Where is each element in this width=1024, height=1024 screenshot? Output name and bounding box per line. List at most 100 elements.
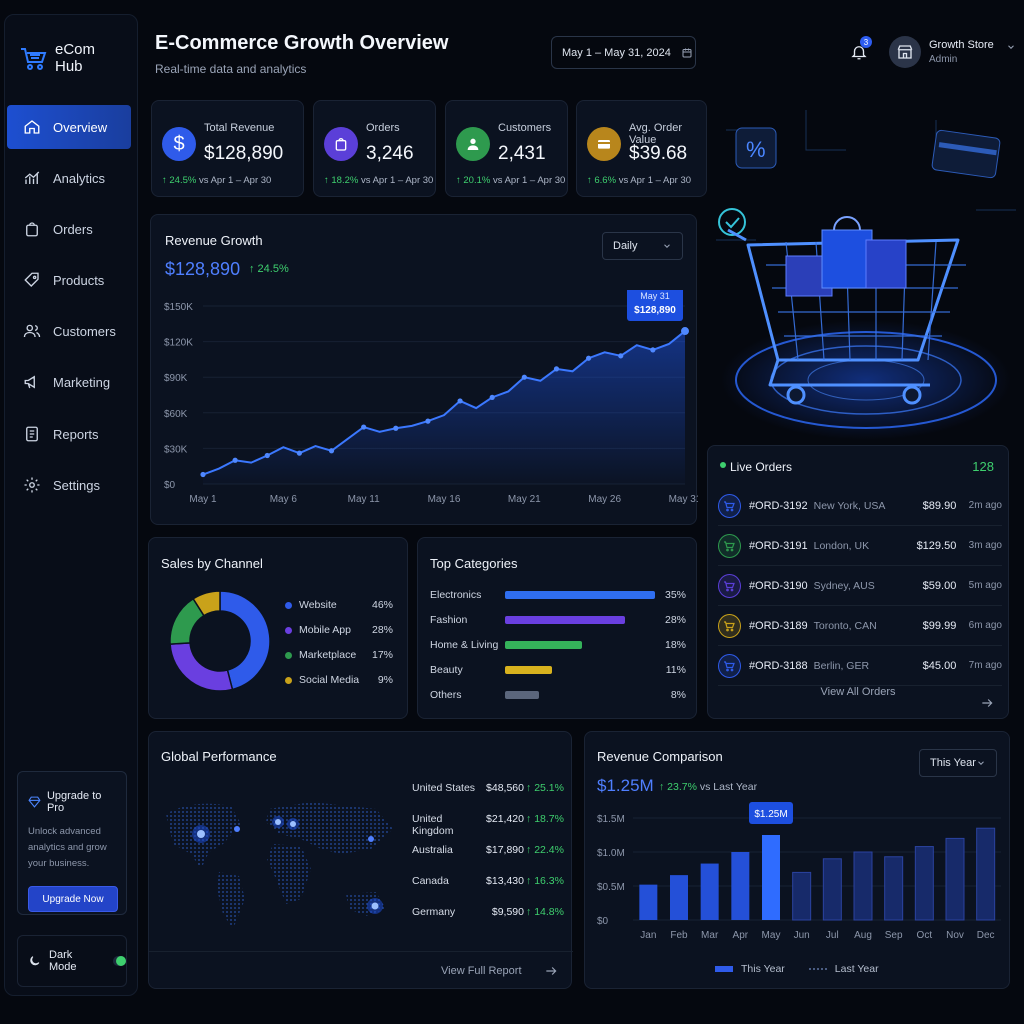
users-icon xyxy=(23,324,41,338)
order-row[interactable]: #ORD-3192 New York, USA $89.90 2m ago xyxy=(718,486,1002,526)
donut-slice xyxy=(169,642,234,692)
kpi-card-customers[interactable]: Customers 2,431 ↑ 20.1% vs Apr 1 – Apr 3… xyxy=(445,100,568,197)
date-range-picker[interactable]: May 1 – May 31, 2024 xyxy=(551,36,696,69)
country-change: ↑ 22.4% xyxy=(526,844,564,856)
country-amount: $9,590 xyxy=(491,906,524,918)
country-row: United Kingdom $21,420 ↑ 18.7% xyxy=(412,813,564,837)
category-label: Electronics xyxy=(430,589,482,601)
date-range-value: May 1 – May 31, 2024 xyxy=(562,46,671,59)
bar-last-year xyxy=(792,871,812,921)
card-title: Global Performance xyxy=(161,749,277,764)
cart-icon xyxy=(718,613,741,638)
order-amount: $99.99 xyxy=(922,619,957,632)
data-point xyxy=(361,424,367,430)
kpi-value: $39.68 xyxy=(629,143,688,164)
card-title: Live Orders xyxy=(730,460,793,474)
channel-donut-chart xyxy=(169,590,271,692)
legend-dot xyxy=(285,601,292,609)
comparison-value: $1.25M xyxy=(597,776,654,795)
order-time: 7m ago xyxy=(968,660,1002,671)
sidebar: eCom Hub Overview Analytics Orders Produc… xyxy=(4,14,138,996)
order-row[interactable]: #ORD-3190 Sydney, AUS $59.00 5m ago xyxy=(718,566,1002,606)
country-change: ↑ 25.1% xyxy=(526,782,564,794)
kpi-card-orders[interactable]: Orders 3,246 ↑ 18.2% vs Apr 1 – Apr 30 xyxy=(313,100,436,197)
x-tick-label: Mar xyxy=(701,930,719,941)
kpi-card-revenue[interactable]: $ Total Revenue $128,890 ↑ 24.5% vs Apr … xyxy=(151,100,304,197)
period-select[interactable]: Daily xyxy=(602,232,683,260)
live-indicator xyxy=(720,462,726,468)
bell-icon[interactable] xyxy=(850,42,868,62)
sidebar-item-overview[interactable]: Overview xyxy=(7,105,131,149)
y-tick-label: $150K xyxy=(164,302,193,313)
cart-icon xyxy=(718,493,741,518)
sidebar-item-marketing[interactable]: Marketing xyxy=(7,360,131,404)
card-title: Sales by Channel xyxy=(161,556,263,571)
upgrade-card: Upgrade to Pro Unlock advanced analytics… xyxy=(17,771,127,915)
year-select[interactable]: This Year xyxy=(919,749,997,777)
x-tick-label: May 16 xyxy=(428,494,461,505)
sidebar-item-analytics[interactable]: Analytics xyxy=(7,156,131,200)
live-orders-count: 128 xyxy=(972,459,994,474)
order-row[interactable]: #ORD-3188 Berlin, GER $45.00 7m ago xyxy=(718,646,1002,686)
tooltip-date: May 31 xyxy=(640,291,670,301)
card-title: Revenue Growth xyxy=(165,233,263,248)
y-tick-label: $0 xyxy=(164,480,176,491)
series-line xyxy=(202,330,686,476)
order-row[interactable]: #ORD-3191 London, UK $129.50 3m ago xyxy=(718,526,1002,566)
logo[interactable]: eCom Hub xyxy=(19,41,107,75)
order-time: 5m ago xyxy=(968,580,1002,591)
sidebar-item-orders[interactable]: Orders xyxy=(7,207,131,251)
dark-mode-toggle[interactable] xyxy=(113,956,127,966)
sidebar-item-settings[interactable]: Settings xyxy=(7,463,131,507)
view-full-report-link[interactable]: View Full Report xyxy=(441,965,522,977)
y-tick-label: $60K xyxy=(164,409,188,420)
order-location: New York, USA xyxy=(813,499,886,512)
dark-mode-label: Dark Mode xyxy=(49,949,77,973)
sidebar-item-products[interactable]: Products xyxy=(7,258,131,302)
revenue-growth-card: Revenue Growth $128,890 ↑ 24.5% Daily $0… xyxy=(150,214,698,525)
order-row[interactable]: #ORD-3189 Toronto, CAN $99.99 6m ago xyxy=(718,606,1002,646)
data-point xyxy=(393,425,399,431)
sidebar-item-customers[interactable]: Customers xyxy=(7,309,131,353)
view-all-orders-link[interactable]: View All Orders xyxy=(820,686,896,698)
kpi-value: $128,890 xyxy=(204,143,284,164)
category-row: Home & Living 18% xyxy=(430,639,686,651)
kpi-change: ↑ 24.5% vs Apr 1 – Apr 30 xyxy=(162,175,272,186)
category-track xyxy=(505,666,655,674)
arrow-right-icon[interactable] xyxy=(980,696,994,710)
category-label: Home & Living xyxy=(430,639,499,651)
profile-role: Admin xyxy=(929,54,958,65)
kpi-label: Avg. Order Value xyxy=(629,122,682,146)
country-change: ↑ 14.8% xyxy=(526,906,564,918)
chevron-down-icon xyxy=(664,244,670,248)
sidebar-item-label: Marketing xyxy=(53,374,111,390)
y-tick-label: $90K xyxy=(164,373,188,384)
order-id: #ORD-3192 xyxy=(748,499,808,512)
country-name: Germany xyxy=(412,906,456,918)
kpi-card-aov[interactable]: Avg. Order Value $39.68 ↑ 6.6% vs Apr 1 … xyxy=(576,100,707,197)
data-point xyxy=(296,450,302,456)
x-tick-label: Apr xyxy=(733,930,749,941)
kpi-change: ↑ 20.1% vs Apr 1 – Apr 30 xyxy=(456,175,566,186)
sidebar-item-label: Reports xyxy=(53,426,99,442)
country-row: Germany $9,590 ↑ 14.8% xyxy=(412,906,564,918)
x-tick-label: Jun xyxy=(794,930,810,941)
upgrade-button[interactable]: Upgrade Now xyxy=(28,886,118,912)
arrow-right-icon[interactable] xyxy=(544,964,558,978)
category-track xyxy=(505,616,655,624)
data-point xyxy=(586,355,592,361)
sidebar-item-reports[interactable]: Reports xyxy=(7,412,131,456)
kpi-change: ↑ 6.6% vs Apr 1 – Apr 30 xyxy=(587,175,692,186)
order-id: #ORD-3189 xyxy=(748,619,808,632)
category-row: Fashion 28% xyxy=(430,614,686,626)
profile-menu[interactable]: Growth Store Admin xyxy=(889,36,1016,68)
legend-dot xyxy=(285,676,292,684)
card-title: Top Categories xyxy=(430,556,518,571)
category-label: Beauty xyxy=(430,664,463,676)
category-value: 11% xyxy=(665,664,686,676)
moon-icon xyxy=(30,956,40,966)
logo-text: eCom Hub xyxy=(55,41,96,75)
category-value: 8% xyxy=(670,689,686,701)
bar-this-year xyxy=(700,863,719,920)
top-categories-card: Top Categories Electronics 35% Fashion 28% H… xyxy=(417,537,697,719)
